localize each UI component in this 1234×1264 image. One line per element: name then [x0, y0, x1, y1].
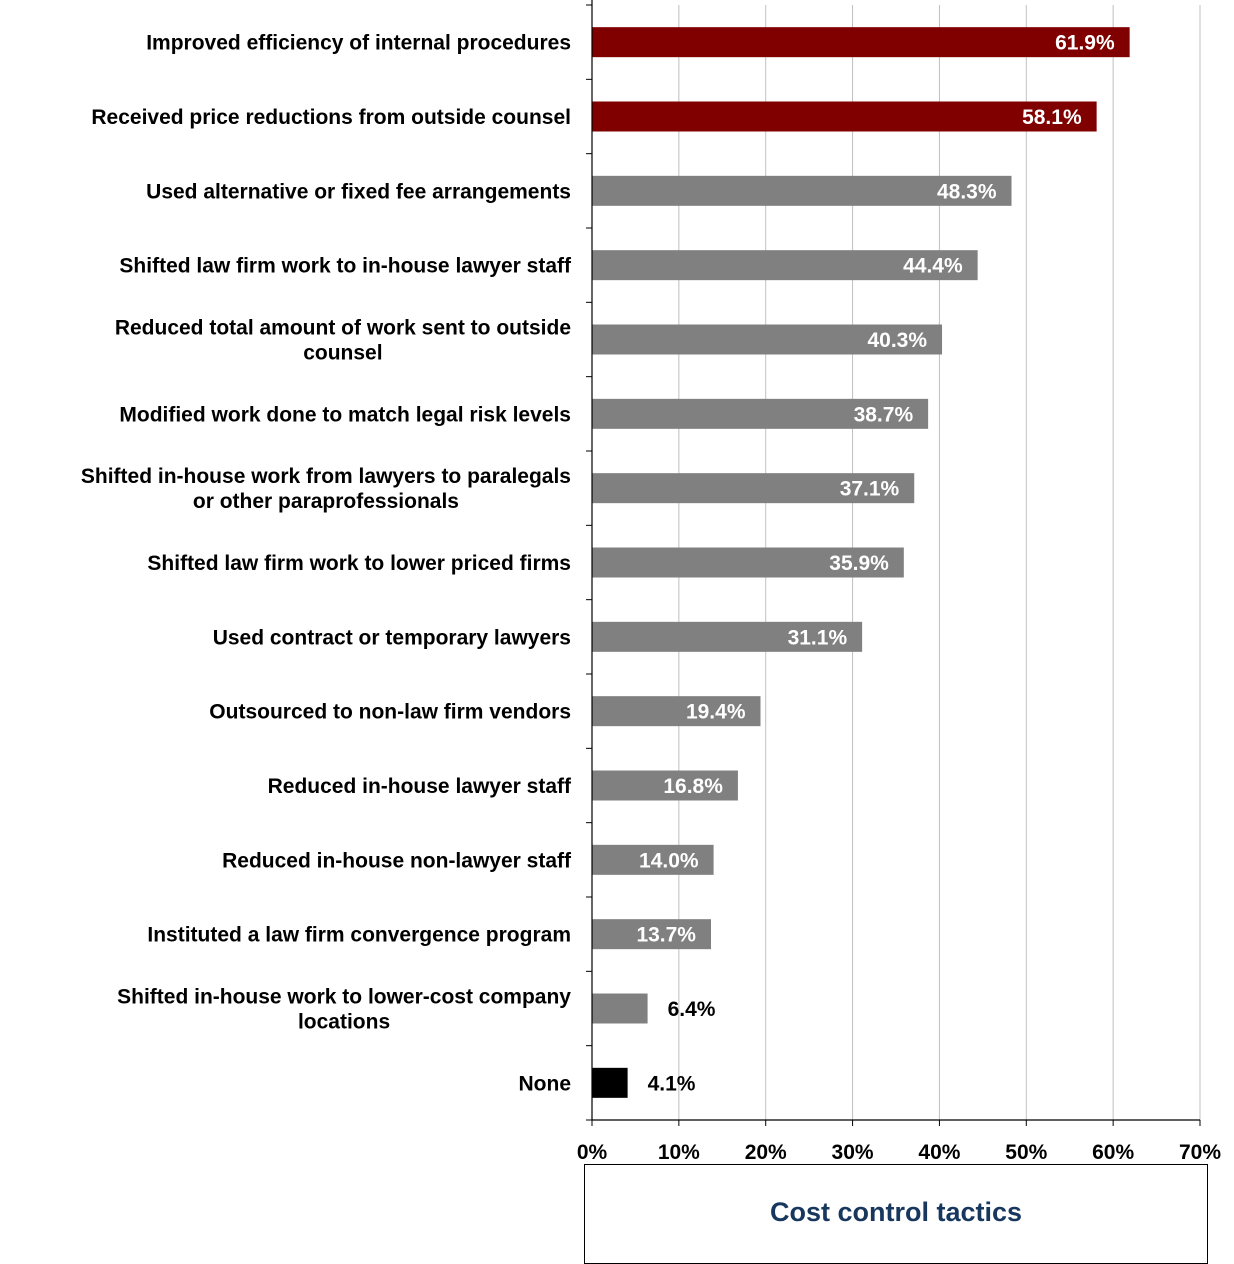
value-labels: 61.9% 58.1% 48.3% 44.4% 40.3% 38.7% 37.1% 35.9%… [636, 32, 1115, 1096]
x-tick-label: 50% [1005, 1141, 1047, 1160]
value-label: 16.8% [663, 775, 723, 798]
bar [592, 250, 978, 281]
x-tick-label: 30% [832, 1141, 874, 1160]
bar [592, 919, 711, 950]
category-label: Shifted in-house work from lawyers to pa… [81, 465, 571, 513]
category-label: Modified work done to match legal risk l… [119, 403, 571, 426]
bar [592, 770, 738, 801]
axes: 0% 10% 20% 30% 40% 50% 60% 70% [577, 0, 1221, 1160]
value-label: 14.0% [639, 849, 699, 872]
value-label: 35.9% [829, 552, 889, 575]
value-label: 40.3% [867, 329, 927, 352]
bar [592, 398, 929, 429]
bar [592, 844, 714, 875]
x-tick-label: 70% [1179, 1141, 1221, 1160]
value-label: 31.1% [788, 626, 848, 649]
bars [592, 27, 1130, 1098]
value-label: 6.4% [668, 998, 716, 1021]
category-label: Used alternative or fixed fee arrangemen… [146, 180, 571, 203]
bar [592, 27, 1130, 58]
category-label: Used contract or temporary lawyers [213, 626, 571, 649]
value-label: 48.3% [937, 180, 997, 203]
value-label: 44.4% [903, 255, 963, 278]
legend-caption: Cost control tactics [769, 1197, 1023, 1227]
category-label: Instituted a law firm convergence progra… [147, 924, 571, 947]
category-label: Shifted law firm work to lower priced fi… [147, 552, 571, 575]
category-label: None [519, 1072, 572, 1095]
value-label: 19.4% [686, 701, 746, 724]
bar [592, 1067, 628, 1098]
x-tick-label: 20% [745, 1141, 787, 1160]
value-label: 61.9% [1055, 32, 1115, 55]
x-tick-label: 60% [1092, 1141, 1134, 1160]
bar [592, 993, 648, 1024]
category-label: Reduced total amount of work sent to out… [115, 317, 571, 365]
category-labels: Improved efficiency of internal procedur… [81, 32, 572, 1096]
category-label: Improved efficiency of internal procedur… [146, 32, 571, 55]
value-label: 38.7% [854, 403, 914, 426]
value-label: 13.7% [636, 924, 696, 947]
category-label: Reduced in-house lawyer staff [268, 775, 572, 798]
bar [592, 101, 1097, 132]
bar [592, 621, 863, 652]
category-label: Outsourced to non-law firm vendors [209, 701, 571, 724]
bar [592, 473, 915, 504]
x-tick-label: 40% [918, 1141, 960, 1160]
legend-caption-box: Cost control tactics [584, 1164, 1208, 1264]
value-label: 4.1% [648, 1072, 696, 1095]
category-label: Shifted in-house work to lower-cost comp… [117, 986, 571, 1034]
category-label: Received price reductions from outside c… [91, 106, 571, 129]
bar [592, 696, 761, 727]
x-tick-label: 0% [577, 1141, 608, 1160]
x-tick-label: 10% [658, 1141, 700, 1160]
bar [592, 324, 943, 355]
category-label: Shifted law firm work to in-house lawyer… [119, 255, 572, 278]
bar [592, 175, 1012, 206]
bar [592, 547, 904, 578]
category-label: Reduced in-house non-lawyer staff [222, 849, 572, 872]
bar-chart: 61.9% 58.1% 48.3% 44.4% 40.3% 38.7% 37.1% 35.9%… [81, 0, 1221, 1160]
value-label: 37.1% [840, 478, 900, 501]
value-label: 58.1% [1022, 106, 1082, 129]
